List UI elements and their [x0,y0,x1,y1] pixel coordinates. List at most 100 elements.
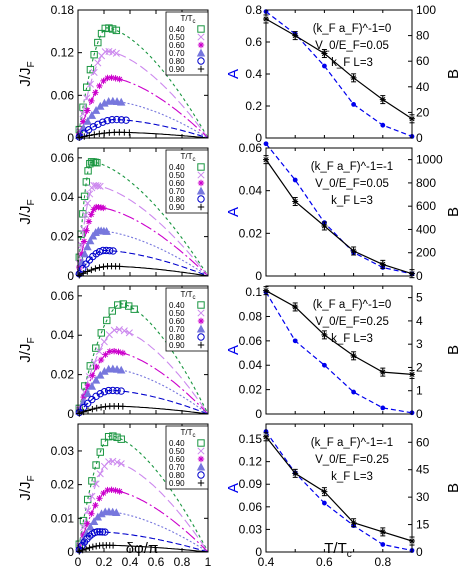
marker-series-0.40 [86,362,94,370]
series-A-point [292,338,298,344]
marker-series-0.40 [105,24,113,32]
series-B-point [350,519,357,526]
marker-series-0.90 [91,131,98,138]
y-tick-label-A: 0 [255,269,262,283]
y-tick-label: 0.02 [51,478,75,492]
marker-series-0.80 [117,387,125,395]
y-tick-label-A: 0.06 [239,141,263,155]
curve-series-0.60 [77,350,209,415]
marker-series-0.90 [82,545,90,553]
legend-label: 0.70 [169,325,185,334]
y-axis-label-A: A [225,69,242,79]
plot-frame [265,147,413,277]
marker-series-0.60 [92,502,99,509]
legend-title: T/Tc [181,428,196,439]
marker-series-0.40 [103,316,111,325]
curve-series-0.60 [77,206,209,277]
y-tick-label-B: 15 [416,518,430,532]
marker-series-0.50 [96,470,104,478]
left-panel-2: 0 0.02 0.04 0.06 J/JF T/Tc0.400.500.600.700.8… [17,147,209,283]
y-tick-label-A: 0.04 [239,184,263,198]
y-tick-label-B: 60 [416,54,430,68]
marker-series-0.80 [78,541,86,550]
plot-frame [265,285,413,415]
x-tick-label: 0.6 [148,555,165,569]
marker-series-0.40 [79,516,88,525]
marker-series-0.40 [86,65,95,74]
marker-series-0.60 [88,510,95,517]
y-tick-label-B: 600 [416,199,436,213]
panel-annotation: k_F L=3 [331,471,373,483]
panel-annotation: (k_F a_F)^-1=0 [313,23,392,35]
x-tick-label: 0.8 [374,555,391,569]
marker-series-0.40 [92,344,100,352]
y-tick-label-A: 0.1 [245,285,262,299]
marker-series-0.60 [106,348,113,355]
right-x-axis-label: T/Tc [324,540,352,560]
legend-marker [197,447,205,455]
marker-series-0.70 [112,508,121,517]
y-tick-label: 0 [67,545,74,559]
marker-series-0.70 [87,111,97,119]
marker-series-0.80 [98,528,107,536]
marker-series-0.40 [113,433,121,442]
x-tick-label: 0.2 [96,555,113,569]
marker-series-0.80 [108,115,116,124]
legend: T/Tc0.400.500.600.700.800.90 [165,287,209,352]
y-tick-label-B: 30 [416,490,430,504]
marker-series-0.90 [93,542,100,550]
marker-series-0.40 [101,24,109,33]
legend-label: 0.70 [169,187,185,196]
legend-marker [196,48,206,57]
curve-series-0.50 [77,460,209,553]
panel-annotation: (k_F a_F)^-1=-1 [311,161,393,173]
y-tick-label: 0 [67,269,74,283]
y-tick-label: 0.18 [51,3,75,17]
marker-series-0.40 [92,461,100,469]
marker-series-0.90 [109,542,117,549]
y-tick-label: 0.06 [51,88,75,102]
y-axis-label: J/JF [17,337,37,362]
series-B-point [321,50,328,57]
marker-series-0.80 [96,389,104,398]
marker-series-0.70 [83,116,92,125]
marker-series-0.80 [101,528,109,536]
marker-series-0.60 [80,118,87,125]
y-axis-label: J/JF [17,61,37,86]
legend-label: 0.40 [169,25,185,34]
curve-series-0.80 [77,249,209,277]
marker-series-0.80 [99,118,107,126]
marker-series-0.90 [89,405,96,413]
marker-series-0.60 [88,211,95,218]
series-B-point [321,222,328,229]
marker-series-0.50 [84,507,92,515]
y-tick-label-A: 0.06 [239,500,263,514]
y-tick-label-A: 0.4 [245,67,262,81]
marker-series-0.90 [88,266,95,274]
legend-label: 0.60 [169,455,185,464]
y-tick-label-A: 0 [255,131,262,145]
marker-series-0.70 [96,370,105,379]
legend-marker [196,186,206,195]
legend-label: 0.40 [169,439,185,448]
legend-marker [197,41,205,49]
y-tick-label-A: 0.06 [239,334,263,348]
y-tick-label: 0.04 [51,190,75,204]
y-tick-label-B: 800 [416,176,436,190]
y-tick-label: 0 [67,131,74,145]
marker-series-0.70 [91,105,101,114]
x-tick-label: 0.4 [122,555,139,569]
marker-series-0.60 [80,238,88,245]
marker-series-0.50 [125,329,133,337]
y-axis-label: J/JF [17,199,37,224]
marker-series-0.40 [79,103,87,111]
marker-series-0.80 [122,116,130,124]
marker-series-0.90 [96,264,103,271]
marker-series-0.70 [87,381,97,390]
series-A-point [380,122,386,128]
marker-series-0.40 [108,307,116,315]
marker-series-0.70 [83,389,92,398]
marker-series-0.90 [84,407,92,414]
legend-marker [197,57,205,65]
